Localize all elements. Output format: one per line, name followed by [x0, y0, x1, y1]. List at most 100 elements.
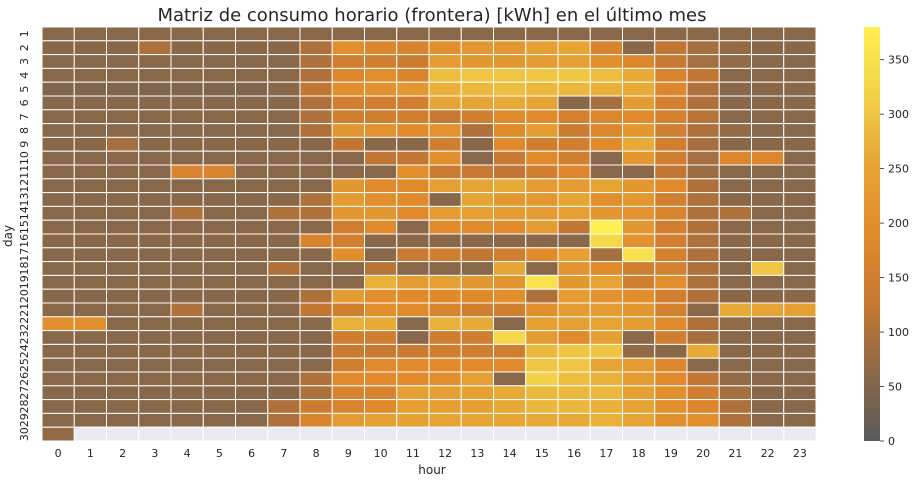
heatmap-cell [299, 123, 333, 138]
x-tick-label: 1 [87, 447, 94, 460]
heatmap-cell [396, 219, 430, 235]
heatmap-cell [654, 205, 688, 221]
heatmap-cell [235, 81, 269, 97]
heatmap-cell [493, 192, 527, 207]
heatmap-cell [654, 247, 688, 263]
colorbar: 0 50 100 150 200 250 300 350 [864, 27, 909, 448]
heatmap-cell [170, 95, 204, 111]
heatmap-cell [654, 40, 688, 56]
heatmap-cell [331, 357, 365, 373]
y-tick-label: 19 [18, 275, 31, 289]
heatmap-cell [493, 426, 527, 442]
heatmap-cell [235, 219, 269, 235]
heatmap-cell [589, 26, 623, 42]
heatmap-cell [589, 357, 623, 373]
heatmap-cell [460, 274, 494, 290]
heatmap-cell [428, 26, 462, 42]
heatmap-cell [557, 109, 591, 125]
heatmap-cell [718, 247, 752, 263]
heatmap-cell [170, 302, 204, 318]
heatmap-cell [654, 192, 688, 207]
heatmap-cell [202, 261, 236, 276]
heatmap-cell [267, 136, 301, 152]
y-tick-label: 4 [18, 72, 31, 79]
heatmap-cell [783, 136, 817, 152]
heatmap-cell [396, 426, 430, 442]
heatmap-cell [718, 67, 752, 83]
heatmap-cell [299, 67, 333, 83]
heatmap-cell [41, 192, 75, 207]
heatmap-cell [396, 150, 430, 166]
heatmap-cell [589, 150, 623, 166]
heatmap-cell [170, 123, 204, 138]
heatmap-cell [138, 26, 172, 42]
heatmap-cell [718, 288, 752, 304]
heatmap-cell [299, 399, 333, 414]
heatmap-cell [718, 150, 752, 166]
heatmap-cell [106, 95, 140, 111]
heatmap-cell [525, 385, 559, 401]
heatmap-cell [589, 316, 623, 332]
heatmap-cell [525, 330, 559, 345]
heatmap-cell [170, 357, 204, 373]
heatmap-cell [622, 95, 656, 111]
heatmap-cell [267, 247, 301, 263]
heatmap-cell [557, 357, 591, 373]
heatmap-cell [235, 26, 269, 42]
heatmap-cell [557, 81, 591, 97]
heatmap-cell [589, 54, 623, 69]
heatmap-cell [428, 302, 462, 318]
heatmap-cell [267, 95, 301, 111]
heatmap-cell [622, 330, 656, 345]
heatmap-cell [718, 426, 752, 442]
heatmap-cell [331, 426, 365, 442]
heatmap-cell [73, 150, 107, 166]
y-tick-label: 2 [18, 44, 31, 51]
heatmap-cell [783, 219, 817, 235]
heatmap-cell [364, 371, 398, 387]
heatmap-cell [622, 150, 656, 166]
heatmap-cell [396, 302, 430, 318]
heatmap-cell [106, 274, 140, 290]
heatmap-cell [364, 54, 398, 69]
heatmap-cell [106, 371, 140, 387]
heatmap-cell [751, 371, 785, 387]
heatmap-cell [622, 192, 656, 207]
heatmap-cell [396, 412, 430, 428]
heatmap-cell [299, 357, 333, 373]
heatmap-cell [41, 81, 75, 97]
heatmap-cell [493, 219, 527, 235]
heatmap-cell [331, 274, 365, 290]
heatmap-cell [267, 67, 301, 83]
heatmap-cell [138, 399, 172, 414]
heatmap-cell [525, 136, 559, 152]
heatmap-cell [202, 385, 236, 401]
x-tick-label: 15 [535, 447, 549, 460]
heatmap-cell [73, 385, 107, 401]
heatmap-cell [364, 136, 398, 152]
y-tick-label: 23 [18, 331, 31, 345]
heatmap-cell [428, 178, 462, 194]
heatmap-cell [783, 261, 817, 276]
heatmap-cell [331, 288, 365, 304]
heatmap-cell [364, 274, 398, 290]
heatmap-cell [170, 247, 204, 263]
heatmap-cell [460, 67, 494, 83]
x-tick-label: 3 [151, 447, 158, 460]
heatmap-cell [170, 40, 204, 56]
heatmap-cell [299, 343, 333, 359]
heatmap-cell [138, 178, 172, 194]
heatmap-cell [396, 288, 430, 304]
heatmap-cell [525, 109, 559, 125]
heatmap-cell [493, 178, 527, 194]
y-tick-label: 7 [18, 113, 31, 120]
heatmap-cell [73, 233, 107, 249]
heatmap-cell [654, 67, 688, 83]
x-tick-label: 8 [313, 447, 320, 460]
heatmap-cell [364, 164, 398, 180]
heatmap-cell [364, 233, 398, 249]
heatmap-cell [622, 288, 656, 304]
heatmap-cell [493, 343, 527, 359]
heatmap-cell [73, 261, 107, 276]
heatmap-cell [396, 164, 430, 180]
